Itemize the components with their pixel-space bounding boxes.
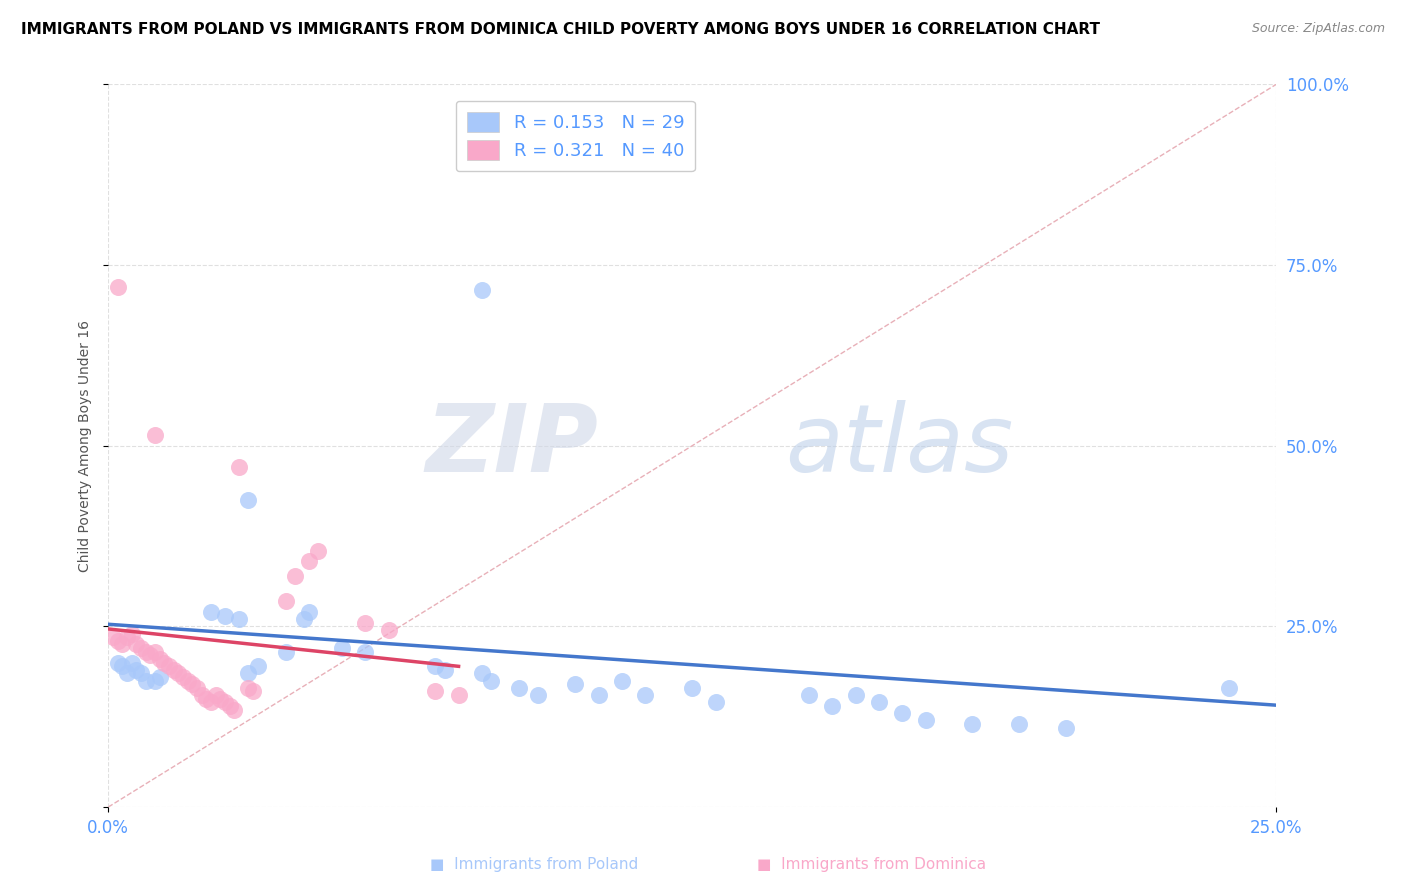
Point bbox=[284, 569, 307, 583]
Point bbox=[107, 656, 129, 670]
Point bbox=[186, 681, 208, 695]
Point bbox=[107, 279, 129, 293]
Point bbox=[115, 630, 138, 644]
Point bbox=[479, 673, 502, 688]
Point bbox=[135, 645, 157, 659]
Point bbox=[157, 659, 180, 673]
Point bbox=[447, 688, 470, 702]
Point bbox=[541, 106, 564, 120]
Text: ■  Immigrants from Dominica: ■ Immigrants from Dominica bbox=[758, 857, 986, 872]
Point bbox=[214, 695, 236, 709]
Point bbox=[354, 645, 377, 659]
Point bbox=[330, 641, 353, 656]
Point bbox=[845, 688, 868, 702]
Point bbox=[172, 670, 194, 684]
Point bbox=[797, 688, 820, 702]
Point bbox=[224, 702, 246, 716]
Point bbox=[111, 659, 134, 673]
Point bbox=[129, 641, 152, 656]
Point bbox=[891, 706, 914, 720]
Point bbox=[471, 284, 494, 298]
Point bbox=[125, 663, 148, 677]
Point bbox=[1054, 721, 1077, 735]
Text: atlas: atlas bbox=[786, 401, 1014, 491]
Point bbox=[107, 633, 129, 648]
Point bbox=[425, 684, 447, 698]
Point bbox=[143, 428, 166, 442]
Point bbox=[274, 645, 297, 659]
Point bbox=[354, 615, 377, 630]
Point bbox=[274, 594, 297, 608]
Point bbox=[298, 554, 321, 568]
Point bbox=[508, 681, 530, 695]
Text: Source: ZipAtlas.com: Source: ZipAtlas.com bbox=[1251, 22, 1385, 36]
Point bbox=[181, 677, 204, 691]
Point bbox=[588, 688, 610, 702]
Point bbox=[204, 688, 226, 702]
Point bbox=[101, 630, 124, 644]
Text: IMMIGRANTS FROM POLAND VS IMMIGRANTS FROM DOMINICA CHILD POVERTY AMONG BOYS UNDE: IMMIGRANTS FROM POLAND VS IMMIGRANTS FRO… bbox=[21, 22, 1099, 37]
Point bbox=[149, 652, 172, 666]
Point bbox=[238, 492, 260, 507]
Point bbox=[115, 666, 138, 681]
Point bbox=[471, 666, 494, 681]
Point bbox=[200, 605, 222, 619]
Text: ■  Immigrants from Poland: ■ Immigrants from Poland bbox=[430, 857, 638, 872]
Point bbox=[962, 717, 984, 731]
Point bbox=[111, 637, 134, 651]
Point bbox=[294, 612, 316, 626]
Point bbox=[377, 623, 399, 637]
Point bbox=[704, 695, 727, 709]
Point bbox=[125, 637, 148, 651]
Point bbox=[153, 656, 176, 670]
Point bbox=[634, 688, 657, 702]
Point bbox=[564, 677, 586, 691]
Point bbox=[228, 612, 250, 626]
Point bbox=[914, 714, 936, 728]
Point bbox=[307, 543, 329, 558]
Point bbox=[129, 666, 152, 681]
Point bbox=[143, 645, 166, 659]
Point bbox=[121, 656, 143, 670]
Point bbox=[143, 673, 166, 688]
Point bbox=[121, 626, 143, 640]
Point bbox=[228, 460, 250, 475]
Point bbox=[149, 670, 172, 684]
Point bbox=[425, 659, 447, 673]
Point bbox=[139, 648, 162, 663]
Point bbox=[681, 681, 703, 695]
Y-axis label: Child Poverty Among Boys Under 16: Child Poverty Among Boys Under 16 bbox=[79, 319, 93, 572]
Point bbox=[298, 605, 321, 619]
Point bbox=[209, 691, 232, 706]
Point bbox=[527, 688, 550, 702]
Point bbox=[200, 695, 222, 709]
Point bbox=[821, 698, 844, 713]
Text: ZIP: ZIP bbox=[426, 400, 599, 491]
Point bbox=[610, 673, 633, 688]
Point bbox=[135, 673, 157, 688]
Point bbox=[1218, 681, 1240, 695]
Point bbox=[1008, 717, 1031, 731]
Point bbox=[238, 681, 260, 695]
Point bbox=[868, 695, 890, 709]
Point bbox=[176, 673, 198, 688]
Point bbox=[163, 663, 186, 677]
Point bbox=[195, 691, 218, 706]
Point bbox=[218, 698, 240, 713]
Point bbox=[190, 688, 212, 702]
Point bbox=[214, 608, 236, 623]
Point bbox=[167, 666, 190, 681]
Point bbox=[242, 684, 264, 698]
Point bbox=[433, 663, 456, 677]
Point bbox=[246, 659, 269, 673]
Legend: R = 0.153   N = 29, R = 0.321   N = 40: R = 0.153 N = 29, R = 0.321 N = 40 bbox=[456, 101, 695, 171]
Point bbox=[238, 666, 260, 681]
